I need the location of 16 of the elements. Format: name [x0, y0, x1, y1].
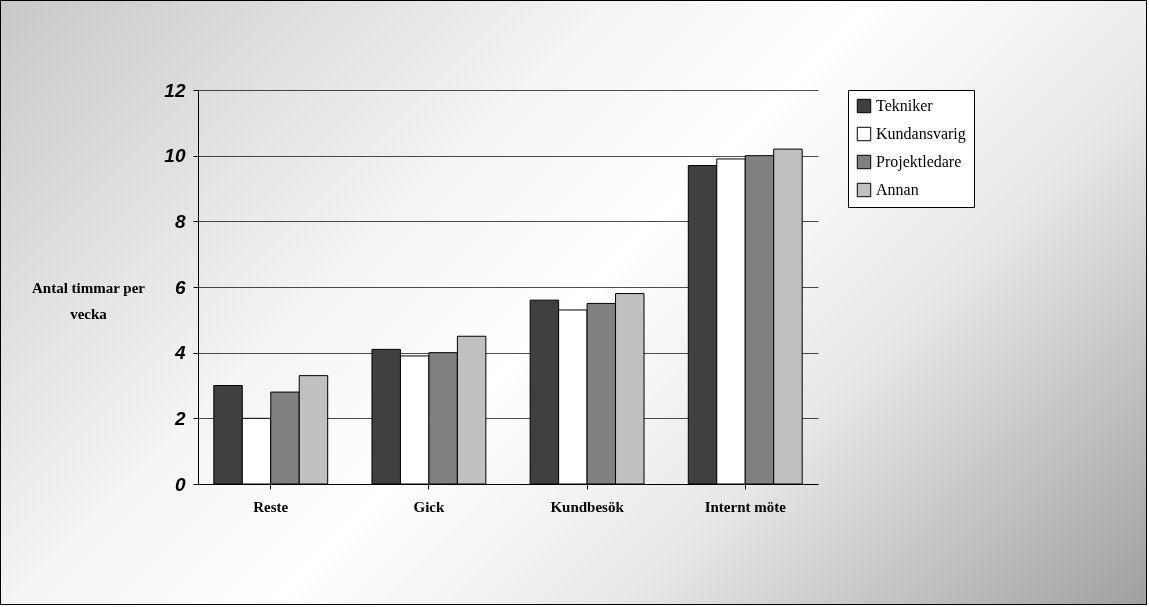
- x-tick-label: Reste: [253, 498, 289, 515]
- x-tick-label: Kundbesök: [550, 498, 625, 515]
- x-tick-label: Internt möte: [704, 498, 787, 515]
- legend-label: Kundansvarig: [876, 125, 966, 143]
- y-tick-label: 0: [174, 473, 186, 495]
- y-axis-title: Antal timmar per vecka: [31, 279, 146, 322]
- y-tick-label: 6: [174, 276, 186, 298]
- legend-label: Tekniker: [876, 97, 934, 114]
- y-tick-label: 4: [173, 342, 186, 364]
- y-tick-label: 12: [164, 79, 186, 101]
- legend-label: Annan: [876, 181, 919, 198]
- y-tick-label: 8: [174, 210, 186, 232]
- legend-label: Projektledare: [876, 153, 962, 171]
- y-tick-label: 10: [164, 145, 186, 167]
- y-tick-label: 2: [173, 407, 186, 429]
- x-tick-label: Gick: [413, 498, 445, 515]
